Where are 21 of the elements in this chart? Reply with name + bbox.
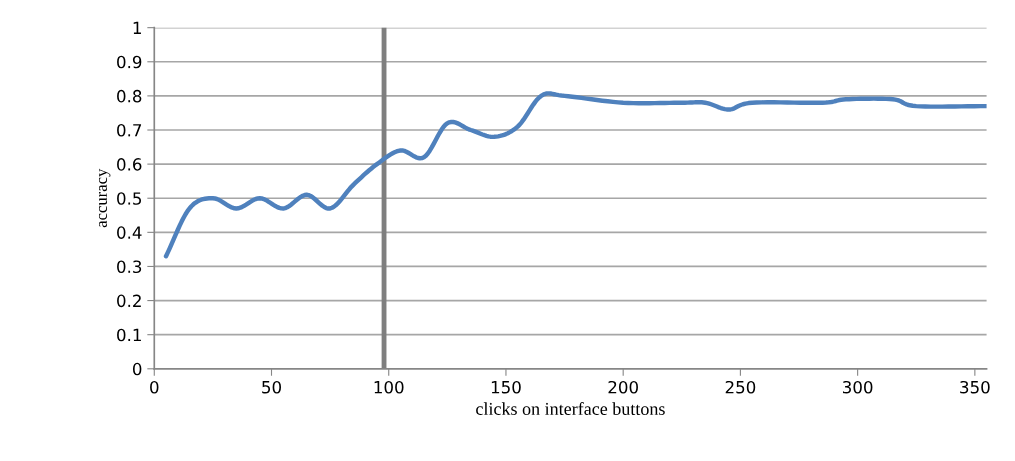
y-tick-label: 0.6 xyxy=(117,158,142,171)
y-tick-label: 0.1 xyxy=(117,328,141,342)
x-tick-label: 150 xyxy=(491,380,521,394)
x-tick-label: 50 xyxy=(262,380,281,394)
y-tick-label: 0 xyxy=(132,362,142,376)
x-axis-title: clicks on interface buttons xyxy=(476,402,665,415)
x-tick-label: 200 xyxy=(608,380,638,394)
y-tick-label: 0.9 xyxy=(117,55,142,69)
y-tick-label: 0.5 xyxy=(117,192,142,205)
x-tick-label: 350 xyxy=(960,380,990,394)
y-axis-title: accuracy xyxy=(98,168,111,228)
y-tick-label: 0.2 xyxy=(117,294,141,308)
y-tick-label: 0.4 xyxy=(117,226,142,239)
x-tick-label: 100 xyxy=(374,380,404,394)
y-tick-label: 0.8 xyxy=(117,89,142,103)
y-tick-label: 1 xyxy=(133,21,141,34)
x-tick-label: 250 xyxy=(725,380,756,394)
y-tick-label: 0.3 xyxy=(117,260,142,274)
x-tick-label: 0 xyxy=(150,380,159,394)
x-tick-label: 300 xyxy=(843,380,873,394)
y-tick-label: 0.7 xyxy=(117,123,142,137)
